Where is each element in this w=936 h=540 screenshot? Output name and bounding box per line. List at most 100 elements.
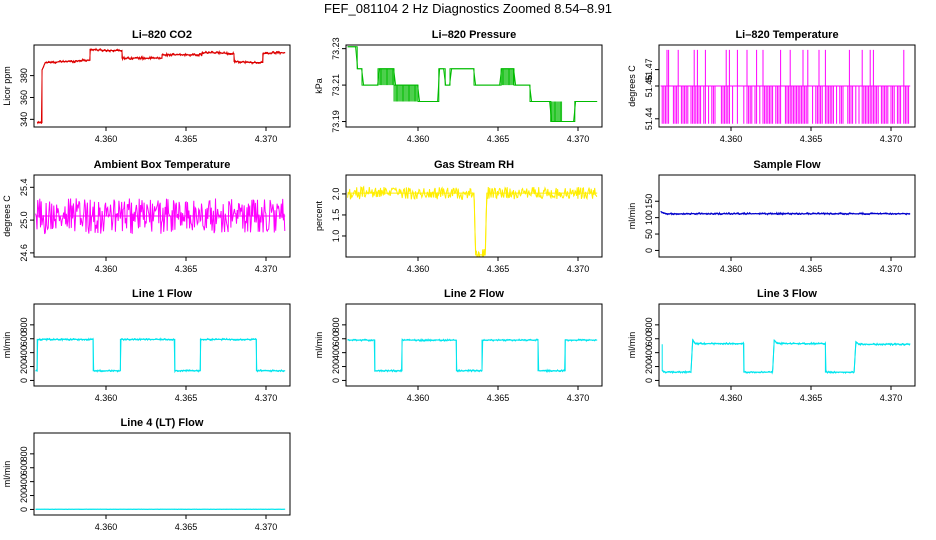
panel-title: Gas Stream RH	[434, 159, 514, 171]
x-tick-label: 4.360	[407, 393, 430, 403]
y-tick-label: 600	[331, 331, 341, 346]
panel-title: Ambient Box Temperature	[94, 159, 231, 171]
y-tick-label: 51.44	[644, 108, 654, 131]
x-tick-label: 4.365	[800, 393, 823, 403]
series-steps	[37, 48, 286, 124]
x-tick-label: 4.360	[720, 393, 743, 403]
series-steps	[347, 46, 598, 122]
panel-2: Li–820 Pressure 4.360 4.365 4.370 73.19 73.21…	[314, 29, 603, 144]
panel-frame	[345, 44, 603, 128]
series-band	[550, 101, 563, 122]
panel-10: Line 4 (LT) Flow 4.360 4.365 4.370 0 20040060…	[2, 417, 291, 532]
x-tick-label: 4.360	[407, 134, 430, 144]
y-axis-label: ml/min	[627, 332, 637, 359]
y-tick-label: 200	[19, 488, 29, 503]
x-tick-label: 4.365	[175, 522, 198, 532]
panel-1: Li–820 CO2 4.360 4.365 4.370 340 360 380 Licor …	[2, 29, 291, 144]
series-steps	[660, 211, 911, 215]
y-tick-label: 50	[644, 229, 654, 239]
panel-frame	[345, 303, 603, 387]
y-tick-label: 0	[19, 507, 29, 512]
series-line	[661, 338, 911, 375]
y-axis-label: ml/min	[627, 203, 637, 230]
x-tick-label: 4.370	[567, 264, 590, 274]
series-line	[35, 198, 286, 235]
series-steps	[347, 339, 598, 372]
y-tick-label: 1.0	[331, 230, 341, 243]
y-tick-label: 200	[331, 359, 341, 374]
x-tick-label: 4.365	[175, 134, 198, 144]
data-layer	[347, 185, 598, 257]
y-tick-label: 800	[19, 317, 29, 332]
y-axis-label: degrees C	[2, 195, 12, 237]
panel-title: Li–820 Temperature	[735, 29, 838, 41]
x-tick-label: 4.365	[800, 134, 823, 144]
series-line	[347, 337, 597, 373]
x-tick-label: 4.370	[255, 134, 278, 144]
series-band	[500, 68, 514, 86]
y-tick-label: 0	[644, 378, 654, 383]
y-tick-label: 0	[331, 378, 341, 383]
data-layer	[661, 338, 911, 375]
y-tick-label: 25.0	[19, 211, 29, 229]
y-tick-label: 380	[19, 68, 29, 83]
x-tick-label: 4.360	[720, 264, 743, 274]
figure-title: FEF_081104 2 Hz Diagnostics Zoomed 8.54–…	[323, 1, 613, 16]
data-layer	[660, 210, 911, 216]
y-tick-label: 400	[19, 345, 29, 360]
y-tick-label: 2.0	[331, 188, 341, 201]
panel-title: Sample Flow	[753, 159, 821, 171]
x-tick-label: 4.360	[95, 134, 118, 144]
y-tick-label: 400	[19, 474, 29, 489]
x-tick-label: 4.370	[880, 264, 903, 274]
y-tick-label: 25.4	[19, 179, 29, 197]
x-tick-label: 4.365	[175, 393, 198, 403]
y-tick-label: 0	[19, 378, 29, 383]
data-layer	[35, 198, 286, 235]
y-tick-label: 150	[644, 194, 654, 209]
y-tick-label: 73.21	[331, 74, 341, 97]
y-tick-label: 800	[19, 446, 29, 461]
y-axis-label: kPa	[314, 78, 324, 94]
panel-frame	[658, 303, 916, 387]
data-layer	[35, 337, 286, 374]
x-tick-label: 4.365	[175, 264, 198, 274]
y-tick-label: 73.23	[331, 37, 341, 60]
x-tick-label: 4.360	[95, 264, 118, 274]
panel-title: Line 2 Flow	[444, 288, 504, 300]
x-tick-label: 4.365	[487, 134, 510, 144]
x-tick-label: 4.370	[567, 134, 590, 144]
y-tick-label: 340	[19, 112, 29, 127]
series-steps	[35, 338, 286, 372]
x-tick-label: 4.370	[255, 264, 278, 274]
y-axis-label: ml/min	[2, 461, 12, 488]
x-tick-label: 4.360	[95, 522, 118, 532]
y-tick-label: 800	[644, 317, 654, 332]
panel-frame	[658, 174, 916, 258]
x-tick-label: 4.370	[255, 393, 278, 403]
series-line	[347, 185, 598, 257]
y-tick-label: 100	[644, 210, 654, 225]
x-tick-label: 4.370	[255, 522, 278, 532]
y-tick-label: 24.6	[19, 244, 29, 262]
y-tick-label: 360	[19, 90, 29, 105]
y-tick-label: 800	[331, 317, 341, 332]
panel-frame	[33, 44, 291, 128]
x-tick-label: 4.360	[407, 264, 430, 274]
data-layer	[36, 47, 286, 125]
x-tick-label: 4.370	[880, 393, 903, 403]
panel-title: Line 3 Flow	[757, 288, 817, 300]
series-band	[393, 85, 419, 102]
data-layer	[347, 46, 598, 122]
series-line	[36, 47, 286, 125]
y-tick-label: 200	[644, 359, 654, 374]
y-tick-label: 51.47	[644, 58, 654, 81]
series-line	[660, 49, 911, 124]
x-tick-label: 4.370	[567, 393, 590, 403]
